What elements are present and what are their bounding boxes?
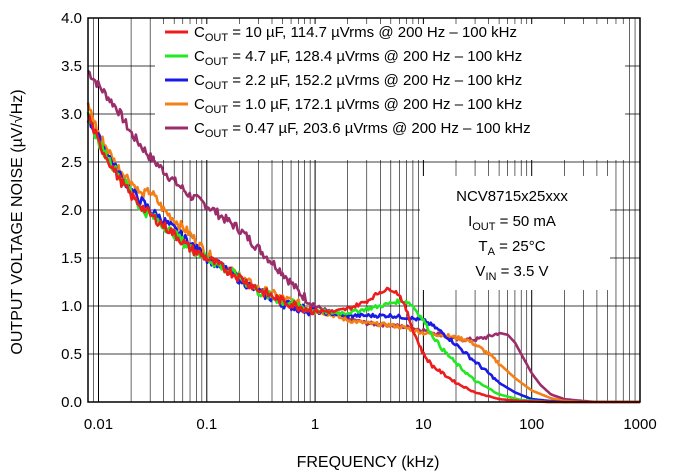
annotation-box bbox=[420, 176, 610, 290]
series-line bbox=[86, 102, 640, 404]
legend-box bbox=[155, 24, 625, 160]
legend-label: COUT = 1.0 µF, 172.1 µVrms @ 200 Hz – 10… bbox=[194, 96, 522, 116]
y-tick-label: 0.5 bbox=[61, 346, 82, 363]
legend: COUT = 10 µF, 114.7 µVrms @ 200 Hz – 100… bbox=[155, 24, 625, 160]
ta-label: TA = 25°C bbox=[478, 238, 545, 258]
legend-label: COUT = 10 µF, 114.7 µVrms @ 200 Hz – 100… bbox=[194, 24, 517, 44]
y-tick-label: 3.5 bbox=[61, 58, 82, 75]
vin-label: VIN = 3.5 V bbox=[475, 263, 548, 283]
x-tick-label: 1 bbox=[311, 416, 319, 433]
device-label: NCV8715x25xxx bbox=[456, 188, 568, 205]
y-axis-title: OUTPUT VOLTAGE NOISE (µV/√Hz) bbox=[9, 89, 26, 354]
x-tick-label: 0.01 bbox=[84, 416, 113, 433]
x-tick-label: 0.1 bbox=[196, 416, 217, 433]
y-tick-label: 1.5 bbox=[61, 250, 82, 267]
x-axis-ticks: 0.01 0.1 1 10 100 1000 bbox=[84, 416, 657, 433]
legend-label: COUT = 4.7 µF, 128.4 µVrms @ 200 Hz – 10… bbox=[194, 48, 522, 68]
y-tick-label: 3.0 bbox=[61, 106, 82, 123]
x-axis-title: FREQUENCY (kHz) bbox=[297, 454, 440, 471]
legend-label: COUT = 2.2 µF, 152.2 µVrms @ 200 Hz – 10… bbox=[194, 72, 522, 92]
conditions-annotation: NCV8715x25xxx IOUT = 50 mA TA = 25°C VIN… bbox=[420, 176, 610, 290]
y-axis-ticks: 0.0 0.5 1.0 1.5 2.0 2.5 3.0 3.5 4.0 bbox=[61, 10, 82, 411]
y-tick-label: 0.0 bbox=[61, 394, 82, 411]
iout-label: IOUT = 50 mA bbox=[468, 213, 556, 233]
y-tick-label: 1.0 bbox=[61, 298, 82, 315]
x-tick-label: 10 bbox=[415, 416, 432, 433]
y-tick-label: 4.0 bbox=[61, 10, 82, 27]
x-tick-label: 100 bbox=[519, 416, 544, 433]
plot-frame bbox=[87, 17, 641, 403]
y-tick-label: 2.5 bbox=[61, 154, 82, 171]
legend-label: COUT = 0.47 µF, 203.6 µVrms @ 200 Hz – 1… bbox=[194, 120, 531, 140]
y-tick-label: 2.0 bbox=[61, 202, 82, 219]
x-tick-label: 1000 bbox=[623, 416, 656, 433]
